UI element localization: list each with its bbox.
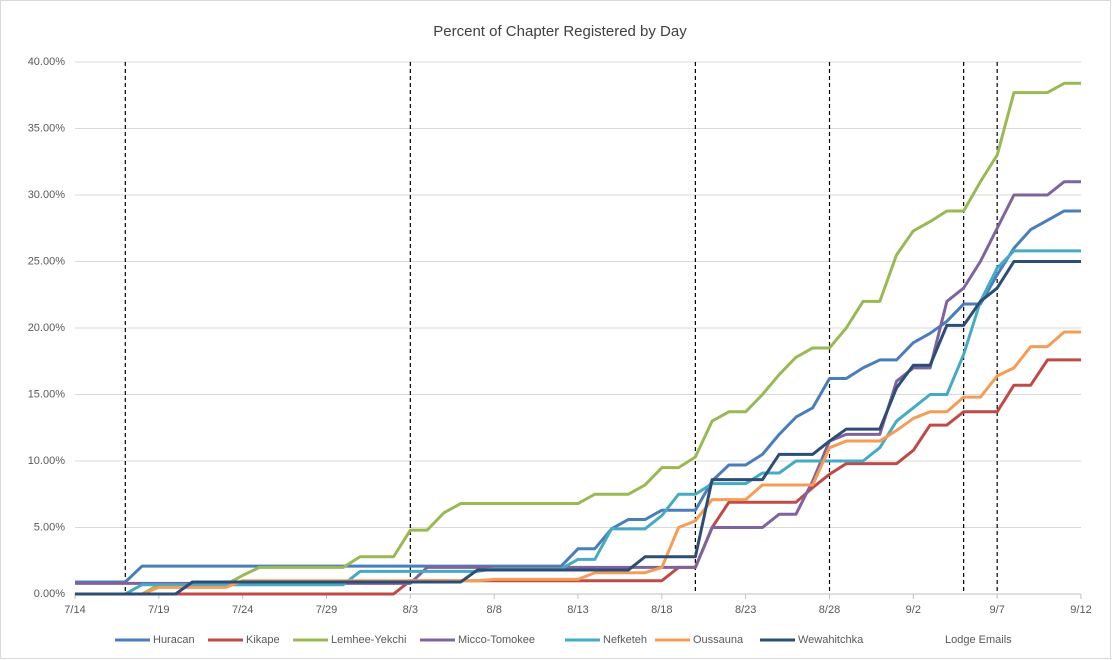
x-tick-label: 7/14 bbox=[64, 604, 85, 616]
y-tick-label: 40.00% bbox=[28, 56, 66, 68]
x-tick-label: 7/24 bbox=[232, 604, 253, 616]
series-line bbox=[75, 249, 1081, 596]
y-tick-label: 35.00% bbox=[28, 122, 66, 134]
x-tick-label: 9/12 bbox=[1070, 604, 1091, 616]
y-tick-label: 5.00% bbox=[34, 521, 65, 533]
x-tick-label: 8/3 bbox=[403, 604, 418, 616]
x-tick-label: 7/19 bbox=[148, 604, 169, 616]
legend-label: Oussauna bbox=[693, 634, 744, 646]
x-tick-label: 9/2 bbox=[906, 604, 921, 616]
x-tick-label: 9/7 bbox=[990, 604, 1005, 616]
legend-label: Huracan bbox=[153, 634, 195, 646]
series-line bbox=[75, 81, 1081, 596]
y-tick-label: 30.00% bbox=[28, 189, 66, 201]
x-tick-label: 7/29 bbox=[316, 604, 337, 616]
y-tick-label: 15.00% bbox=[28, 388, 66, 400]
y-tick-label: 10.00% bbox=[28, 455, 66, 467]
y-tick-label: 0.00% bbox=[34, 588, 65, 600]
legend-label: Nefketeh bbox=[603, 634, 647, 646]
legend-label: Kikape bbox=[246, 634, 280, 646]
x-tick-label: 8/28 bbox=[819, 604, 840, 616]
legend-label: Lodge Emails bbox=[945, 634, 1012, 646]
x-tick-label: 8/8 bbox=[487, 604, 502, 616]
series-line bbox=[75, 260, 1081, 596]
legend-label: Micco-Tomokee bbox=[458, 634, 535, 646]
y-tick-label: 20.00% bbox=[28, 322, 66, 334]
x-tick-label: 8/23 bbox=[735, 604, 756, 616]
x-tick-label: 8/13 bbox=[567, 604, 588, 616]
legend-label: Wewahitchka bbox=[798, 634, 864, 646]
series-line bbox=[75, 209, 1081, 584]
chart-title: Percent of Chapter Registered by Day bbox=[433, 23, 687, 40]
y-tick-label: 25.00% bbox=[28, 255, 66, 267]
x-tick-label: 8/18 bbox=[651, 604, 672, 616]
legend-label: Lemhee-Yekchi bbox=[331, 634, 406, 646]
